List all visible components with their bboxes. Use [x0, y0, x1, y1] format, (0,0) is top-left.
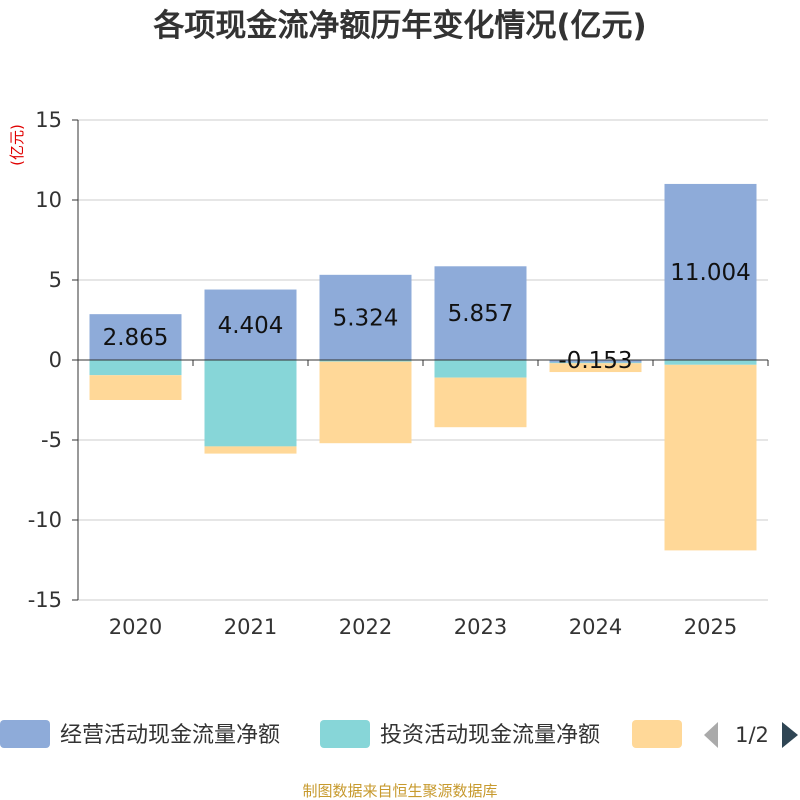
- x-tick-labels: 2020 2021 2022 2023 2024 2025: [109, 615, 737, 639]
- bar-operating-2024[interactable]: [549, 360, 642, 363]
- legend: 经营活动现金流量净额 投资活动现金流量净额 1/2: [0, 720, 798, 748]
- legend-swatch-operating[interactable]: [0, 720, 50, 748]
- legend-label-investing[interactable]: 投资活动现金流量净额: [380, 723, 600, 748]
- bar-investing-2025[interactable]: [664, 360, 757, 365]
- bar-financing-2025[interactable]: [664, 364, 757, 551]
- x-tick-label: 2022: [339, 615, 392, 639]
- legend-swatch-financing[interactable]: [632, 720, 682, 748]
- y-tick-label: 0: [49, 348, 62, 372]
- x-tick-label: 2024: [569, 615, 622, 639]
- data-label-operating-2021: 4.404: [218, 313, 284, 339]
- legend-prev-page-icon[interactable]: [704, 722, 718, 748]
- bar-financing-2023[interactable]: [434, 377, 527, 428]
- bar-operating-2023[interactable]: [434, 266, 527, 360]
- y-tick-label: -10: [28, 508, 62, 532]
- y-tick-label: 10: [35, 188, 62, 212]
- axes: [72, 119, 769, 601]
- data-label-operating-2025: 11.004: [670, 260, 750, 286]
- y-tick-label: -5: [41, 428, 62, 452]
- x-tick-label: 2023: [454, 615, 507, 639]
- bar-operating-2020[interactable]: [89, 314, 182, 360]
- x-tick-label: 2020: [109, 615, 162, 639]
- bar-financing-2024[interactable]: [549, 363, 642, 373]
- chart-title: 各项现金流净额历年变化情况(亿元): [152, 8, 646, 44]
- x-tick-label: 2025: [684, 615, 737, 639]
- y-tick-label: 15: [35, 108, 62, 132]
- x-tick-label: 2021: [224, 615, 277, 639]
- legend-next-page-icon[interactable]: [782, 722, 798, 748]
- bar-operating-2021[interactable]: [204, 289, 297, 360]
- bar-operating-2025[interactable]: [664, 183, 757, 360]
- bar-operating-2022[interactable]: [319, 274, 412, 360]
- bar-financing-2022[interactable]: [319, 361, 412, 444]
- data-label-operating-2023: 5.857: [448, 301, 514, 327]
- legend-page-indicator: 1/2: [735, 723, 769, 747]
- data-label-operating-2022: 5.324: [333, 305, 399, 331]
- bar-investing-2021[interactable]: [204, 360, 297, 447]
- bar-financing-2020[interactable]: [89, 375, 182, 400]
- y-axis-unit: (亿元): [8, 124, 26, 166]
- bars: [89, 183, 757, 551]
- bar-investing-2022[interactable]: [319, 360, 412, 362]
- y-tick-label: -15: [28, 588, 62, 612]
- data-label-operating-2020: 2.865: [103, 325, 169, 351]
- y-tick-label: 5: [49, 268, 62, 292]
- legend-swatch-investing[interactable]: [320, 720, 370, 748]
- bar-financing-2021[interactable]: [204, 446, 297, 454]
- data-source-note: 制图数据来自恒生聚源数据库: [302, 782, 497, 800]
- data-label-operating-2024: -0.153: [558, 348, 632, 374]
- legend-label-operating[interactable]: 经营活动现金流量净额: [60, 723, 280, 748]
- bar-investing-2024[interactable]: [549, 362, 642, 364]
- data-labels: 2.865 4.404 5.324 5.857 -0.153 11.004: [103, 260, 751, 374]
- bar-investing-2023[interactable]: [434, 360, 527, 378]
- y-tick-labels: 15 10 5 0 -5 -10 -15: [28, 108, 62, 612]
- bar-investing-2020[interactable]: [89, 360, 182, 376]
